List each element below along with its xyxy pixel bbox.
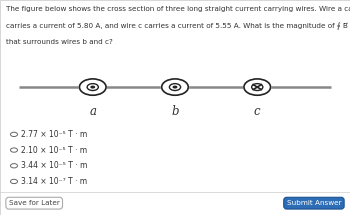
Circle shape	[78, 78, 107, 96]
Text: that surrounds wires b and c?: that surrounds wires b and c?	[6, 39, 113, 45]
Text: 2.10 × 10⁻⁵ T · m: 2.10 × 10⁻⁵ T · m	[21, 146, 88, 155]
Text: a: a	[89, 105, 96, 118]
Circle shape	[169, 84, 181, 91]
Circle shape	[10, 132, 18, 137]
Circle shape	[161, 78, 189, 96]
Circle shape	[10, 164, 18, 168]
Circle shape	[10, 179, 18, 184]
Circle shape	[243, 78, 272, 96]
Text: c: c	[254, 105, 260, 118]
Text: 3.14 × 10⁻⁷ T · m: 3.14 × 10⁻⁷ T · m	[21, 177, 88, 186]
Circle shape	[79, 79, 106, 95]
Text: b: b	[171, 105, 179, 118]
Circle shape	[252, 84, 263, 91]
Text: 2.77 × 10⁻⁵ T · m: 2.77 × 10⁻⁵ T · m	[21, 130, 88, 139]
Circle shape	[173, 86, 177, 89]
Circle shape	[10, 148, 18, 152]
Text: Save for Later: Save for Later	[9, 200, 60, 206]
Text: 3.44 × 10⁻⁵ T · m: 3.44 × 10⁻⁵ T · m	[21, 161, 88, 170]
Circle shape	[90, 86, 95, 89]
Circle shape	[87, 84, 98, 91]
Text: carries a current of 5.80 A, and wire c carries a current of 5.55 A. What is the: carries a current of 5.80 A, and wire c …	[6, 23, 350, 30]
Text: Submit Answer: Submit Answer	[287, 200, 341, 206]
Circle shape	[244, 79, 271, 95]
Circle shape	[162, 79, 188, 95]
Text: The figure below shows the cross section of three long straight current carrying: The figure below shows the cross section…	[6, 6, 350, 12]
